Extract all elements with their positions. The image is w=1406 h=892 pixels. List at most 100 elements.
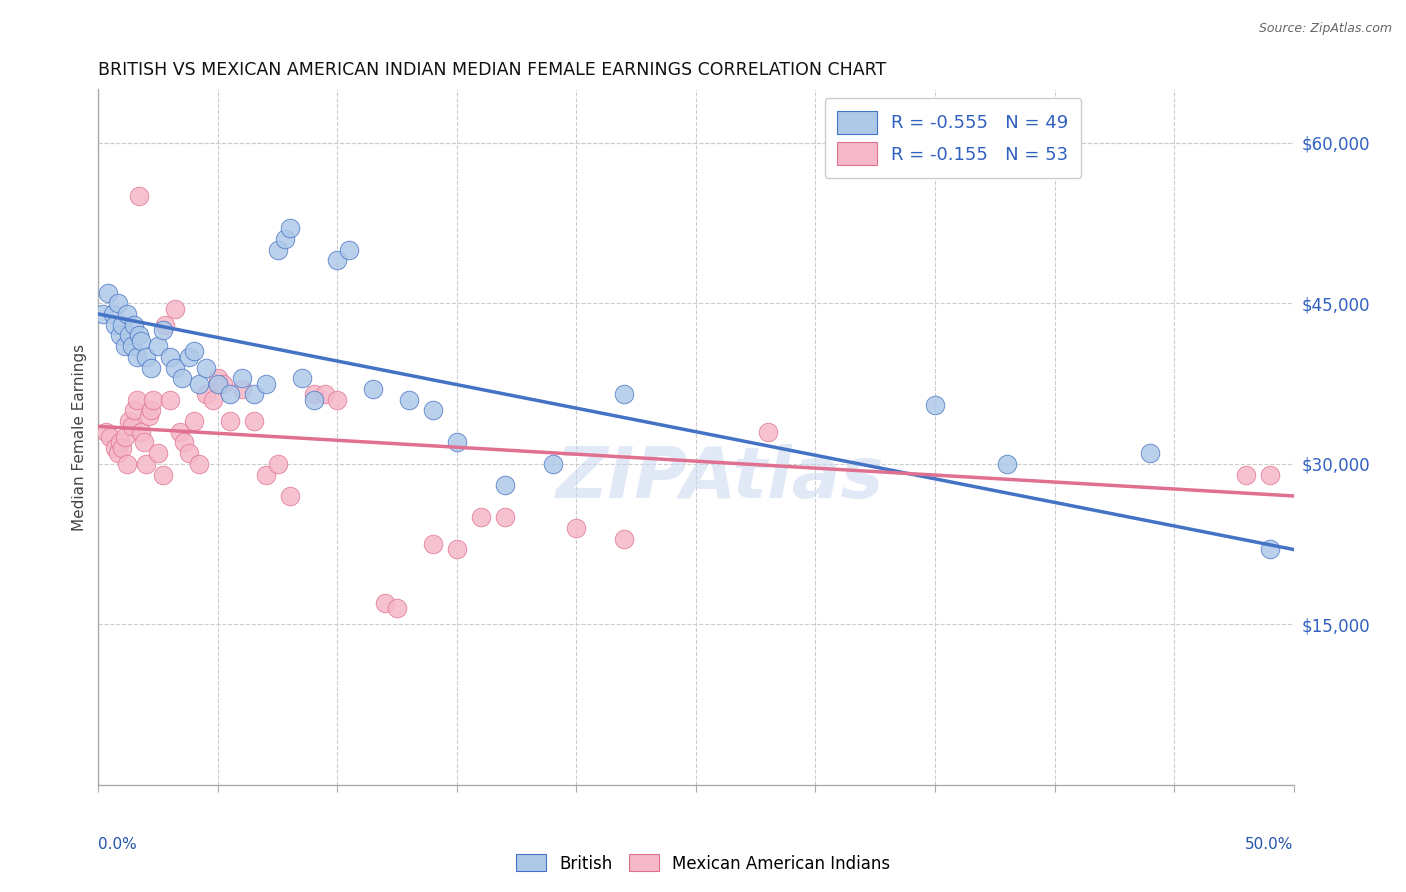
Point bbox=[107, 446, 129, 460]
Point bbox=[565, 521, 588, 535]
Point bbox=[91, 307, 114, 321]
Point bbox=[274, 232, 297, 246]
Point bbox=[613, 387, 636, 401]
Point bbox=[124, 318, 146, 332]
Point bbox=[97, 285, 120, 300]
Point bbox=[398, 392, 420, 407]
Point bbox=[446, 542, 468, 557]
Point bbox=[278, 489, 301, 503]
Point bbox=[163, 301, 186, 316]
Point bbox=[995, 457, 1018, 471]
Point bbox=[107, 296, 129, 310]
Point bbox=[374, 596, 396, 610]
Point bbox=[613, 532, 636, 546]
Point bbox=[385, 601, 409, 615]
Point bbox=[139, 360, 162, 375]
Point bbox=[267, 457, 290, 471]
Point bbox=[163, 360, 186, 375]
Point bbox=[114, 430, 136, 444]
Point bbox=[363, 382, 385, 396]
Point bbox=[1258, 467, 1281, 482]
Point bbox=[315, 387, 337, 401]
Point bbox=[142, 392, 165, 407]
Point bbox=[169, 425, 191, 439]
Point bbox=[231, 382, 253, 396]
Point bbox=[179, 350, 201, 364]
Point bbox=[183, 414, 205, 428]
Point bbox=[118, 328, 141, 343]
Point bbox=[195, 360, 218, 375]
Point bbox=[302, 392, 325, 407]
Text: BRITISH VS MEXICAN AMERICAN INDIAN MEDIAN FEMALE EARNINGS CORRELATION CHART: BRITISH VS MEXICAN AMERICAN INDIAN MEDIA… bbox=[98, 62, 887, 79]
Point bbox=[159, 350, 181, 364]
Point bbox=[211, 376, 233, 391]
Point bbox=[326, 253, 349, 268]
Point bbox=[494, 478, 516, 492]
Point bbox=[155, 318, 177, 332]
Point bbox=[254, 376, 277, 391]
Point bbox=[124, 403, 146, 417]
Point bbox=[94, 425, 117, 439]
Point bbox=[219, 414, 242, 428]
Point bbox=[1258, 542, 1281, 557]
Point bbox=[173, 435, 195, 450]
Point bbox=[179, 446, 201, 460]
Point bbox=[756, 425, 779, 439]
Point bbox=[172, 371, 194, 385]
Point bbox=[187, 457, 209, 471]
Point bbox=[114, 339, 136, 353]
Point bbox=[291, 371, 314, 385]
Point bbox=[1234, 467, 1257, 482]
Point bbox=[128, 328, 150, 343]
Point bbox=[243, 387, 266, 401]
Point bbox=[183, 344, 205, 359]
Point bbox=[231, 371, 253, 385]
Point bbox=[1139, 446, 1161, 460]
Point bbox=[139, 403, 162, 417]
Text: 0.0%: 0.0% bbox=[98, 837, 138, 852]
Text: 50.0%: 50.0% bbox=[1246, 837, 1294, 852]
Point bbox=[131, 334, 153, 348]
Point bbox=[121, 339, 143, 353]
Point bbox=[135, 457, 157, 471]
Point bbox=[98, 430, 122, 444]
Point bbox=[339, 243, 361, 257]
Point bbox=[111, 441, 134, 455]
Point bbox=[125, 350, 148, 364]
Point bbox=[422, 403, 444, 417]
Point bbox=[243, 414, 266, 428]
Y-axis label: Median Female Earnings: Median Female Earnings bbox=[72, 343, 87, 531]
Point bbox=[278, 221, 301, 235]
Point bbox=[202, 392, 225, 407]
Legend: British, Mexican American Indians: British, Mexican American Indians bbox=[509, 847, 897, 880]
Point bbox=[187, 376, 209, 391]
Point bbox=[470, 510, 492, 524]
Point bbox=[101, 307, 124, 321]
Point bbox=[494, 510, 516, 524]
Point bbox=[152, 323, 174, 337]
Point bbox=[195, 387, 218, 401]
Text: ZIPAtlas: ZIPAtlas bbox=[555, 444, 884, 513]
Point bbox=[104, 318, 127, 332]
Point bbox=[128, 189, 150, 203]
Point bbox=[135, 350, 157, 364]
Point bbox=[254, 467, 277, 482]
Point bbox=[108, 328, 131, 343]
Point bbox=[159, 392, 181, 407]
Point bbox=[104, 441, 127, 455]
Point bbox=[207, 376, 229, 391]
Point bbox=[541, 457, 564, 471]
Point bbox=[108, 435, 131, 450]
Point bbox=[924, 398, 946, 412]
Point bbox=[148, 446, 170, 460]
Point bbox=[302, 387, 325, 401]
Point bbox=[326, 392, 349, 407]
Point bbox=[207, 371, 229, 385]
Point bbox=[125, 392, 148, 407]
Legend: R = -0.555   N = 49, R = -0.155   N = 53: R = -0.555 N = 49, R = -0.155 N = 53 bbox=[825, 98, 1081, 178]
Point bbox=[138, 409, 160, 423]
Point bbox=[132, 435, 155, 450]
Point bbox=[131, 425, 153, 439]
Point bbox=[121, 419, 143, 434]
Text: Source: ZipAtlas.com: Source: ZipAtlas.com bbox=[1258, 22, 1392, 36]
